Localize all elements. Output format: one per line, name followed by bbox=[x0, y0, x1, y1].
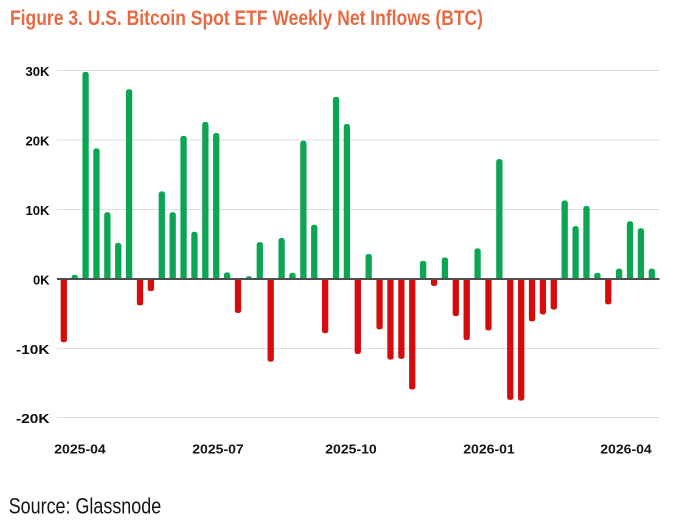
svg-text:20K: 20K bbox=[26, 133, 51, 148]
svg-text:Source: Glassnode: Source: Glassnode bbox=[9, 493, 162, 518]
svg-text:2025-10: 2025-10 bbox=[325, 441, 377, 456]
svg-text:0K: 0K bbox=[33, 272, 50, 287]
svg-text:2025-07: 2025-07 bbox=[192, 441, 244, 456]
svg-text:2026-01: 2026-01 bbox=[463, 441, 515, 456]
svg-text:10K: 10K bbox=[26, 203, 51, 218]
svg-text:30K: 30K bbox=[26, 64, 51, 79]
svg-text:Figure 3. U.S. Bitcoin Spot ET: Figure 3. U.S. Bitcoin Spot ETF Weekly N… bbox=[10, 6, 483, 30]
svg-text:2025-04: 2025-04 bbox=[54, 441, 106, 456]
svg-text:2026-04: 2026-04 bbox=[600, 441, 652, 456]
svg-text:-20K: -20K bbox=[16, 411, 50, 426]
svg-text:-10K: -10K bbox=[16, 342, 50, 357]
